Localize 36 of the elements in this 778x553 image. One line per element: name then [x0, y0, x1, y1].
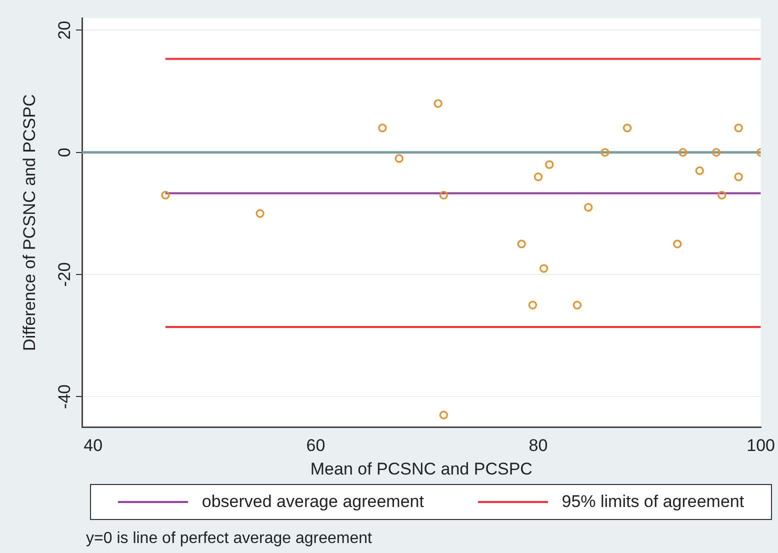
legend-label: observed average agreement [202, 492, 424, 512]
point [678, 148, 688, 157]
y-tick-label: -40 [55, 384, 74, 409]
y-tick-label: 20 [55, 20, 74, 40]
x-tick-label: 100 [746, 436, 776, 456]
point [534, 172, 543, 182]
x-axis-title: Mean of PCSNC and PCSPC [310, 459, 532, 478]
point [584, 203, 593, 212]
y-tick-label: -20 [55, 262, 74, 287]
point [434, 99, 442, 108]
point [695, 166, 704, 175]
point [517, 240, 526, 248]
point [545, 160, 554, 169]
point [256, 209, 264, 218]
point [378, 124, 387, 132]
point [439, 410, 448, 420]
point [439, 190, 448, 200]
point [540, 264, 548, 273]
point [600, 148, 610, 157]
x-tick-label: 40 [84, 436, 103, 456]
point [572, 300, 582, 310]
point [718, 190, 726, 200]
x-tick-label: 60 [306, 436, 326, 456]
point [394, 154, 404, 163]
point [734, 124, 743, 132]
y-axis-title: Difference of PCSNC and PCSPC [20, 94, 39, 351]
point [712, 148, 721, 157]
point [622, 124, 632, 132]
text: y=0 is line of perfect average agreement [86, 530, 372, 548]
point [673, 240, 682, 248]
point [528, 300, 537, 310]
point [734, 172, 743, 182]
y-tick-label: 0 [55, 148, 74, 158]
legend-label: 95% limits of agreement [562, 492, 744, 512]
point [161, 190, 170, 200]
x-tick-label: 80 [528, 436, 548, 456]
